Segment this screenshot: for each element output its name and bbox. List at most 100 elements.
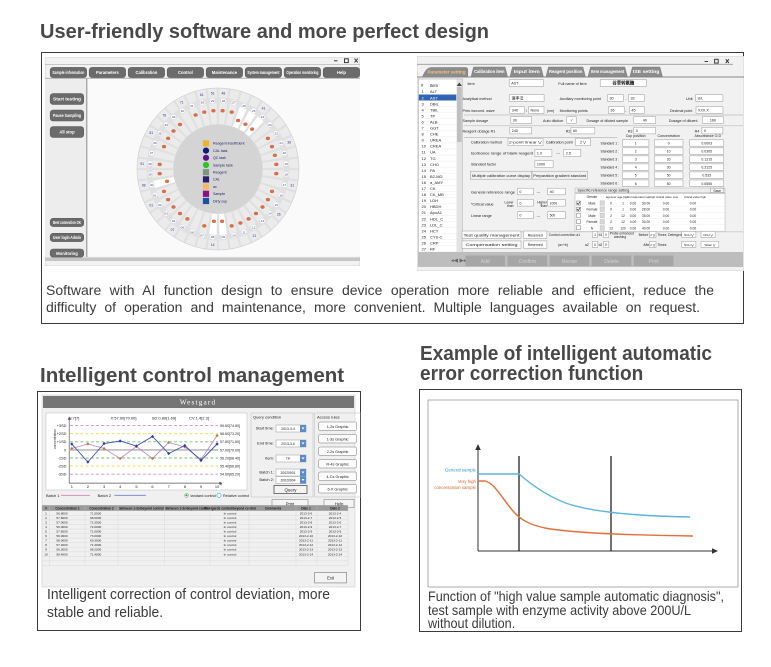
svg-text:◂◀ ▶▸: ◂◀ ▶▸ xyxy=(451,258,467,264)
svg-text:Sample: Sample xyxy=(213,192,225,196)
svg-text:20: 20 xyxy=(283,151,287,155)
svg-text:HDL_C: HDL_C xyxy=(430,216,443,221)
svg-text:38: 38 xyxy=(148,162,152,166)
svg-text:16: 16 xyxy=(279,193,283,197)
svg-text:N: N xyxy=(591,226,594,230)
svg-text:(a×+b): (a×+b) xyxy=(558,243,568,247)
svg-text:40: 40 xyxy=(550,190,554,194)
svg-text:Between 1-3s/beyond control: Between 1-3s/beyond control xyxy=(165,507,209,511)
svg-text:20020904: 20020904 xyxy=(280,478,295,482)
svg-text:2-2s Graphic: 2-2s Graphic xyxy=(327,450,349,454)
svg-text:4: 4 xyxy=(635,166,637,170)
svg-text:2.5: 2.5 xyxy=(566,152,571,156)
svg-text:6: 6 xyxy=(635,182,637,186)
svg-text:ageLow: ageLow xyxy=(606,195,617,199)
svg-text:27: 27 xyxy=(422,247,427,252)
svg-text:CK_MB: CK_MB xyxy=(430,192,444,197)
svg-text:34: 34 xyxy=(164,123,168,127)
svg-text:71.4000: 71.4000 xyxy=(90,552,101,556)
svg-text:13: 13 xyxy=(261,219,265,223)
svg-text:20: 20 xyxy=(422,204,427,209)
svg-text:58.0000: 58.0000 xyxy=(56,539,67,543)
svg-text:57.0000: 57.0000 xyxy=(56,520,67,524)
svg-text:2013-2-13: 2013-2-13 xyxy=(328,548,342,552)
svg-text:45: 45 xyxy=(631,109,635,113)
svg-text:ApoA1: ApoA1 xyxy=(430,210,443,215)
svg-text:0.00: 0.00 xyxy=(663,214,670,218)
svg-text:LDH: LDH xyxy=(430,198,438,203)
svg-text:Revise: Revise xyxy=(562,259,578,265)
svg-text:Calibration point: Calibration point xyxy=(546,141,573,145)
svg-text:22: 22 xyxy=(422,216,427,221)
svg-text:HCY: HCY xyxy=(430,228,439,233)
svg-text:R3: R3 xyxy=(628,129,633,133)
svg-text:Query: Query xyxy=(285,487,298,492)
svg-text:4: 4 xyxy=(45,525,47,529)
svg-text:0: 0 xyxy=(519,190,521,194)
svg-text:13: 13 xyxy=(422,162,427,167)
svg-text:14: 14 xyxy=(268,212,272,216)
svg-text:39: 39 xyxy=(148,173,152,177)
svg-text:26: 26 xyxy=(277,213,281,217)
svg-text:0.00: 0.00 xyxy=(663,226,670,230)
svg-text:0.00: 0.00 xyxy=(630,226,637,230)
svg-text:Before: Before xyxy=(639,233,649,237)
svg-text:In control: In control xyxy=(224,552,237,556)
svg-text:Parameters: Parameters xyxy=(96,70,119,75)
svg-text:Reserved: Reserved xyxy=(528,243,543,247)
svg-text:0.00: 0.00 xyxy=(630,214,637,218)
svg-text:2013-2-11: 2013-2-11 xyxy=(328,539,342,543)
svg-text:2013-2-10: 2013-2-10 xyxy=(328,534,342,538)
svg-text:56.3000: 56.3000 xyxy=(56,548,67,552)
svg-text:Unit: Unit xyxy=(686,97,693,101)
svg-text:CREA: CREA xyxy=(430,144,441,149)
svg-text:In control: In control xyxy=(224,534,237,538)
svg-text:68.2000: 68.2000 xyxy=(90,548,101,552)
svg-text:71.3000: 71.3000 xyxy=(90,543,101,547)
svg-text:Standard 6 :: Standard 6 : xyxy=(601,182,620,186)
svg-text:End time:: End time: xyxy=(257,441,274,446)
svg-text:71: 71 xyxy=(180,101,184,105)
svg-text:57.80[71.60]: 57.80[71.60] xyxy=(220,440,240,444)
svg-text:0.1215: 0.1215 xyxy=(701,158,712,162)
svg-text:Batch 1:: Batch 1: xyxy=(259,470,274,475)
svg-text:ac: ac xyxy=(213,185,217,189)
svg-text:7: 7 xyxy=(422,126,425,131)
svg-text:28: 28 xyxy=(222,99,226,103)
svg-text:NCH ⋁: NCH ⋁ xyxy=(684,233,694,237)
svg-text:24: 24 xyxy=(422,228,427,233)
svg-text:30: 30 xyxy=(200,101,204,105)
svg-text:tandard control: tandard control xyxy=(191,494,216,498)
svg-text:General reference range: General reference range xyxy=(471,191,515,195)
svg-text:81: 81 xyxy=(149,131,153,135)
svg-text:21: 21 xyxy=(253,234,257,238)
svg-text:AST: AST xyxy=(511,82,519,86)
svg-text:10: 10 xyxy=(215,484,220,489)
svg-text:N:7[7]: N:7[7] xyxy=(69,416,80,421)
svg-text:#: # xyxy=(220,483,222,487)
svg-text:16: 16 xyxy=(422,180,427,185)
svg-text:1-2s Graphic: 1-2s Graphic xyxy=(327,425,349,429)
svg-text:19: 19 xyxy=(422,198,427,203)
svg-text:27: 27 xyxy=(232,101,236,105)
svg-text:5: 5 xyxy=(45,530,47,534)
svg-text:-3SD: -3SD xyxy=(58,472,67,477)
svg-text:Concentration 2: Concentration 2 xyxy=(89,507,113,511)
svg-text:1: 1 xyxy=(622,208,624,212)
svg-text:Cup position: Cup position xyxy=(626,134,646,138)
svg-text:-1SD: -1SD xyxy=(58,455,67,460)
svg-text:3: 3 xyxy=(45,520,47,524)
svg-text:160: 160 xyxy=(710,119,716,123)
svg-text:30.00: 30.00 xyxy=(642,202,650,206)
svg-text:Reagent: Reagent xyxy=(213,171,227,175)
svg-text:57.8000: 57.8000 xyxy=(56,516,67,520)
svg-text:7: 7 xyxy=(45,539,47,543)
svg-text:0.6556: 0.6556 xyxy=(701,182,712,186)
svg-text:33: 33 xyxy=(172,115,176,119)
svg-text:Sample dosage: Sample dosage xyxy=(463,119,489,123)
svg-text:Pause Sampling: Pause Sampling xyxy=(53,113,81,118)
svg-text:Item:: Item: xyxy=(265,456,274,461)
svg-text:6-X Graphic: 6-X Graphic xyxy=(327,487,347,491)
svg-text:30: 30 xyxy=(610,97,614,101)
svg-text:31: 31 xyxy=(190,104,194,108)
